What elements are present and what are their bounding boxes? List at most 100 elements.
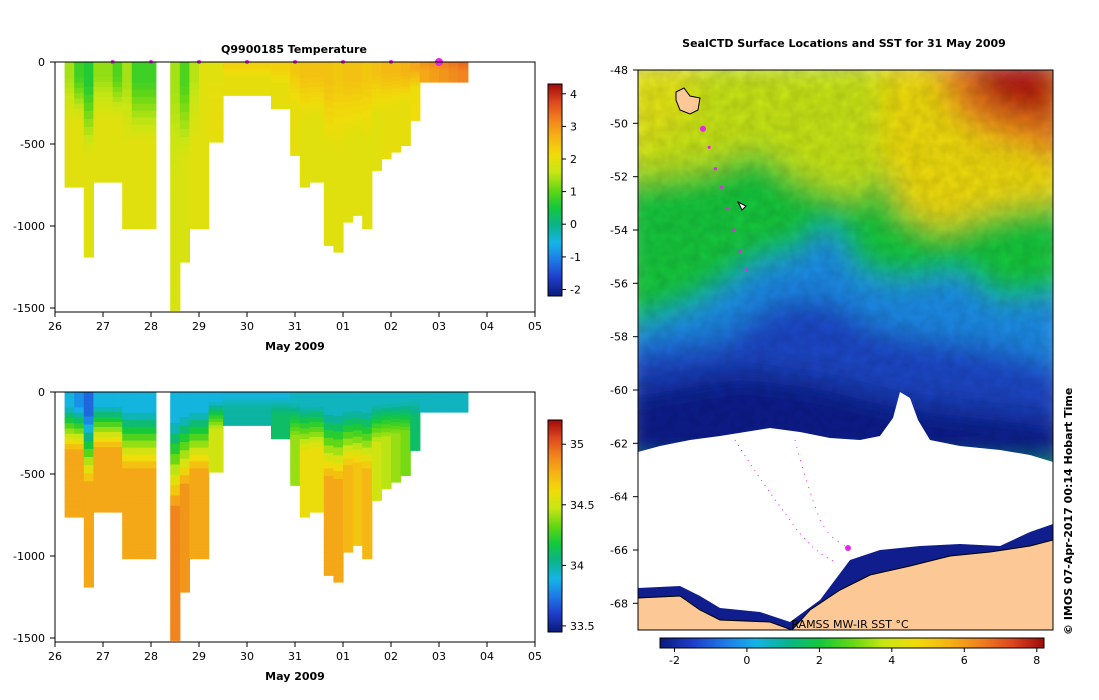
- section-cell: [122, 517, 133, 525]
- section-cell: [371, 450, 382, 456]
- lat-tick-label: -50: [610, 117, 628, 130]
- section-cell: [247, 418, 272, 421]
- section-cell: [343, 438, 354, 446]
- section-cell: [343, 425, 354, 433]
- colorbar-tick-label: 4: [570, 88, 577, 101]
- section-cell: [381, 420, 392, 425]
- section-cell: [103, 422, 114, 428]
- section-cell: [323, 100, 334, 109]
- section-cell: [208, 458, 224, 463]
- section-cell: [419, 71, 430, 73]
- section-cell: [458, 78, 469, 81]
- section-cell: [93, 492, 104, 498]
- section-cell: [352, 62, 363, 69]
- section-cell: [323, 567, 334, 576]
- section-cell: [400, 468, 411, 473]
- section-cell: [290, 65, 301, 71]
- section-cell: [223, 77, 248, 80]
- section-cell: [93, 107, 104, 113]
- section-cell: [448, 393, 459, 396]
- section-cell: [131, 221, 157, 230]
- section-cell: [170, 93, 181, 104]
- section-cell: [323, 123, 334, 132]
- section-cell: [410, 411, 421, 415]
- section-cell: [323, 491, 334, 500]
- y-tick-label: 0: [38, 386, 45, 399]
- section-cell: [299, 412, 310, 419]
- section-cell: [381, 408, 392, 413]
- section-cell: [131, 523, 157, 532]
- section-cell: [343, 478, 354, 486]
- section-cell: [362, 537, 373, 546]
- section-cell: [448, 65, 459, 67]
- section-cell: [381, 74, 392, 79]
- section-cell: [170, 567, 181, 579]
- sst-colorbar: -202468707580859095: [659, 637, 1045, 667]
- section-cell: [352, 93, 363, 101]
- section-cell: [271, 65, 291, 69]
- section-cell: [271, 407, 291, 411]
- section-cell: [83, 127, 94, 136]
- section-cell: [64, 114, 75, 120]
- section-cell: [391, 65, 402, 71]
- section-cell: [170, 279, 181, 291]
- section-cell: [400, 409, 411, 414]
- section-cell: [112, 487, 123, 493]
- temperature-x-axis: 26 27 28 29 30 31 01 02 03 04 05 May 200…: [48, 312, 542, 353]
- section-cell: [391, 77, 402, 82]
- section-cell: [290, 450, 301, 455]
- section-cell: [352, 468, 363, 476]
- section-cell: [271, 415, 291, 418]
- section-cell: [179, 475, 190, 485]
- section-cell: [103, 77, 114, 83]
- section-cell: [448, 411, 459, 413]
- section-cell: [419, 396, 430, 398]
- section-cell: [400, 72, 411, 77]
- section-cell: [131, 461, 157, 469]
- section-cell: [429, 407, 440, 409]
- section-cell: [458, 73, 469, 76]
- section-cell: [323, 62, 334, 71]
- section-cell: [323, 207, 334, 216]
- section-cell: [299, 392, 310, 398]
- section-cell: [362, 173, 373, 181]
- section-cell: [419, 407, 430, 409]
- section-cell: [439, 398, 450, 401]
- section-cell: [352, 411, 363, 419]
- section-cell: [223, 71, 248, 74]
- section-cell: [448, 76, 459, 78]
- section-cell: [247, 66, 272, 69]
- section-cell: [112, 107, 123, 113]
- section-cell: [179, 517, 190, 526]
- section-cell: [223, 392, 248, 394]
- section-cell: [223, 93, 248, 96]
- section-cell: [429, 79, 440, 81]
- section-cell: [179, 458, 190, 468]
- section-cell: [419, 399, 430, 401]
- section-cell: [458, 69, 469, 71]
- section-cell: [333, 141, 344, 150]
- section-cell: [83, 546, 94, 556]
- section-cell: [74, 511, 85, 518]
- section-cell: [199, 207, 210, 216]
- section-cell: [131, 138, 157, 146]
- section-cell: [93, 142, 104, 148]
- section-cell: [64, 501, 75, 508]
- section-cell: [439, 403, 450, 406]
- section-cell: [309, 167, 325, 173]
- section-cell: [309, 162, 325, 168]
- section-cell: [189, 530, 200, 539]
- section-cell: [362, 166, 373, 174]
- section-cell: [352, 392, 363, 399]
- section-cell: [419, 79, 430, 81]
- section-cell: [371, 120, 382, 126]
- section-cell: [74, 464, 85, 471]
- section-cell: [103, 127, 114, 133]
- section-cell: [309, 497, 325, 503]
- section-cell: [299, 181, 310, 188]
- section-cell: [208, 438, 224, 443]
- section-cell: [439, 62, 450, 64]
- section-cell: [83, 497, 94, 507]
- section-cell: [439, 402, 450, 404]
- section-cell: [170, 144, 181, 156]
